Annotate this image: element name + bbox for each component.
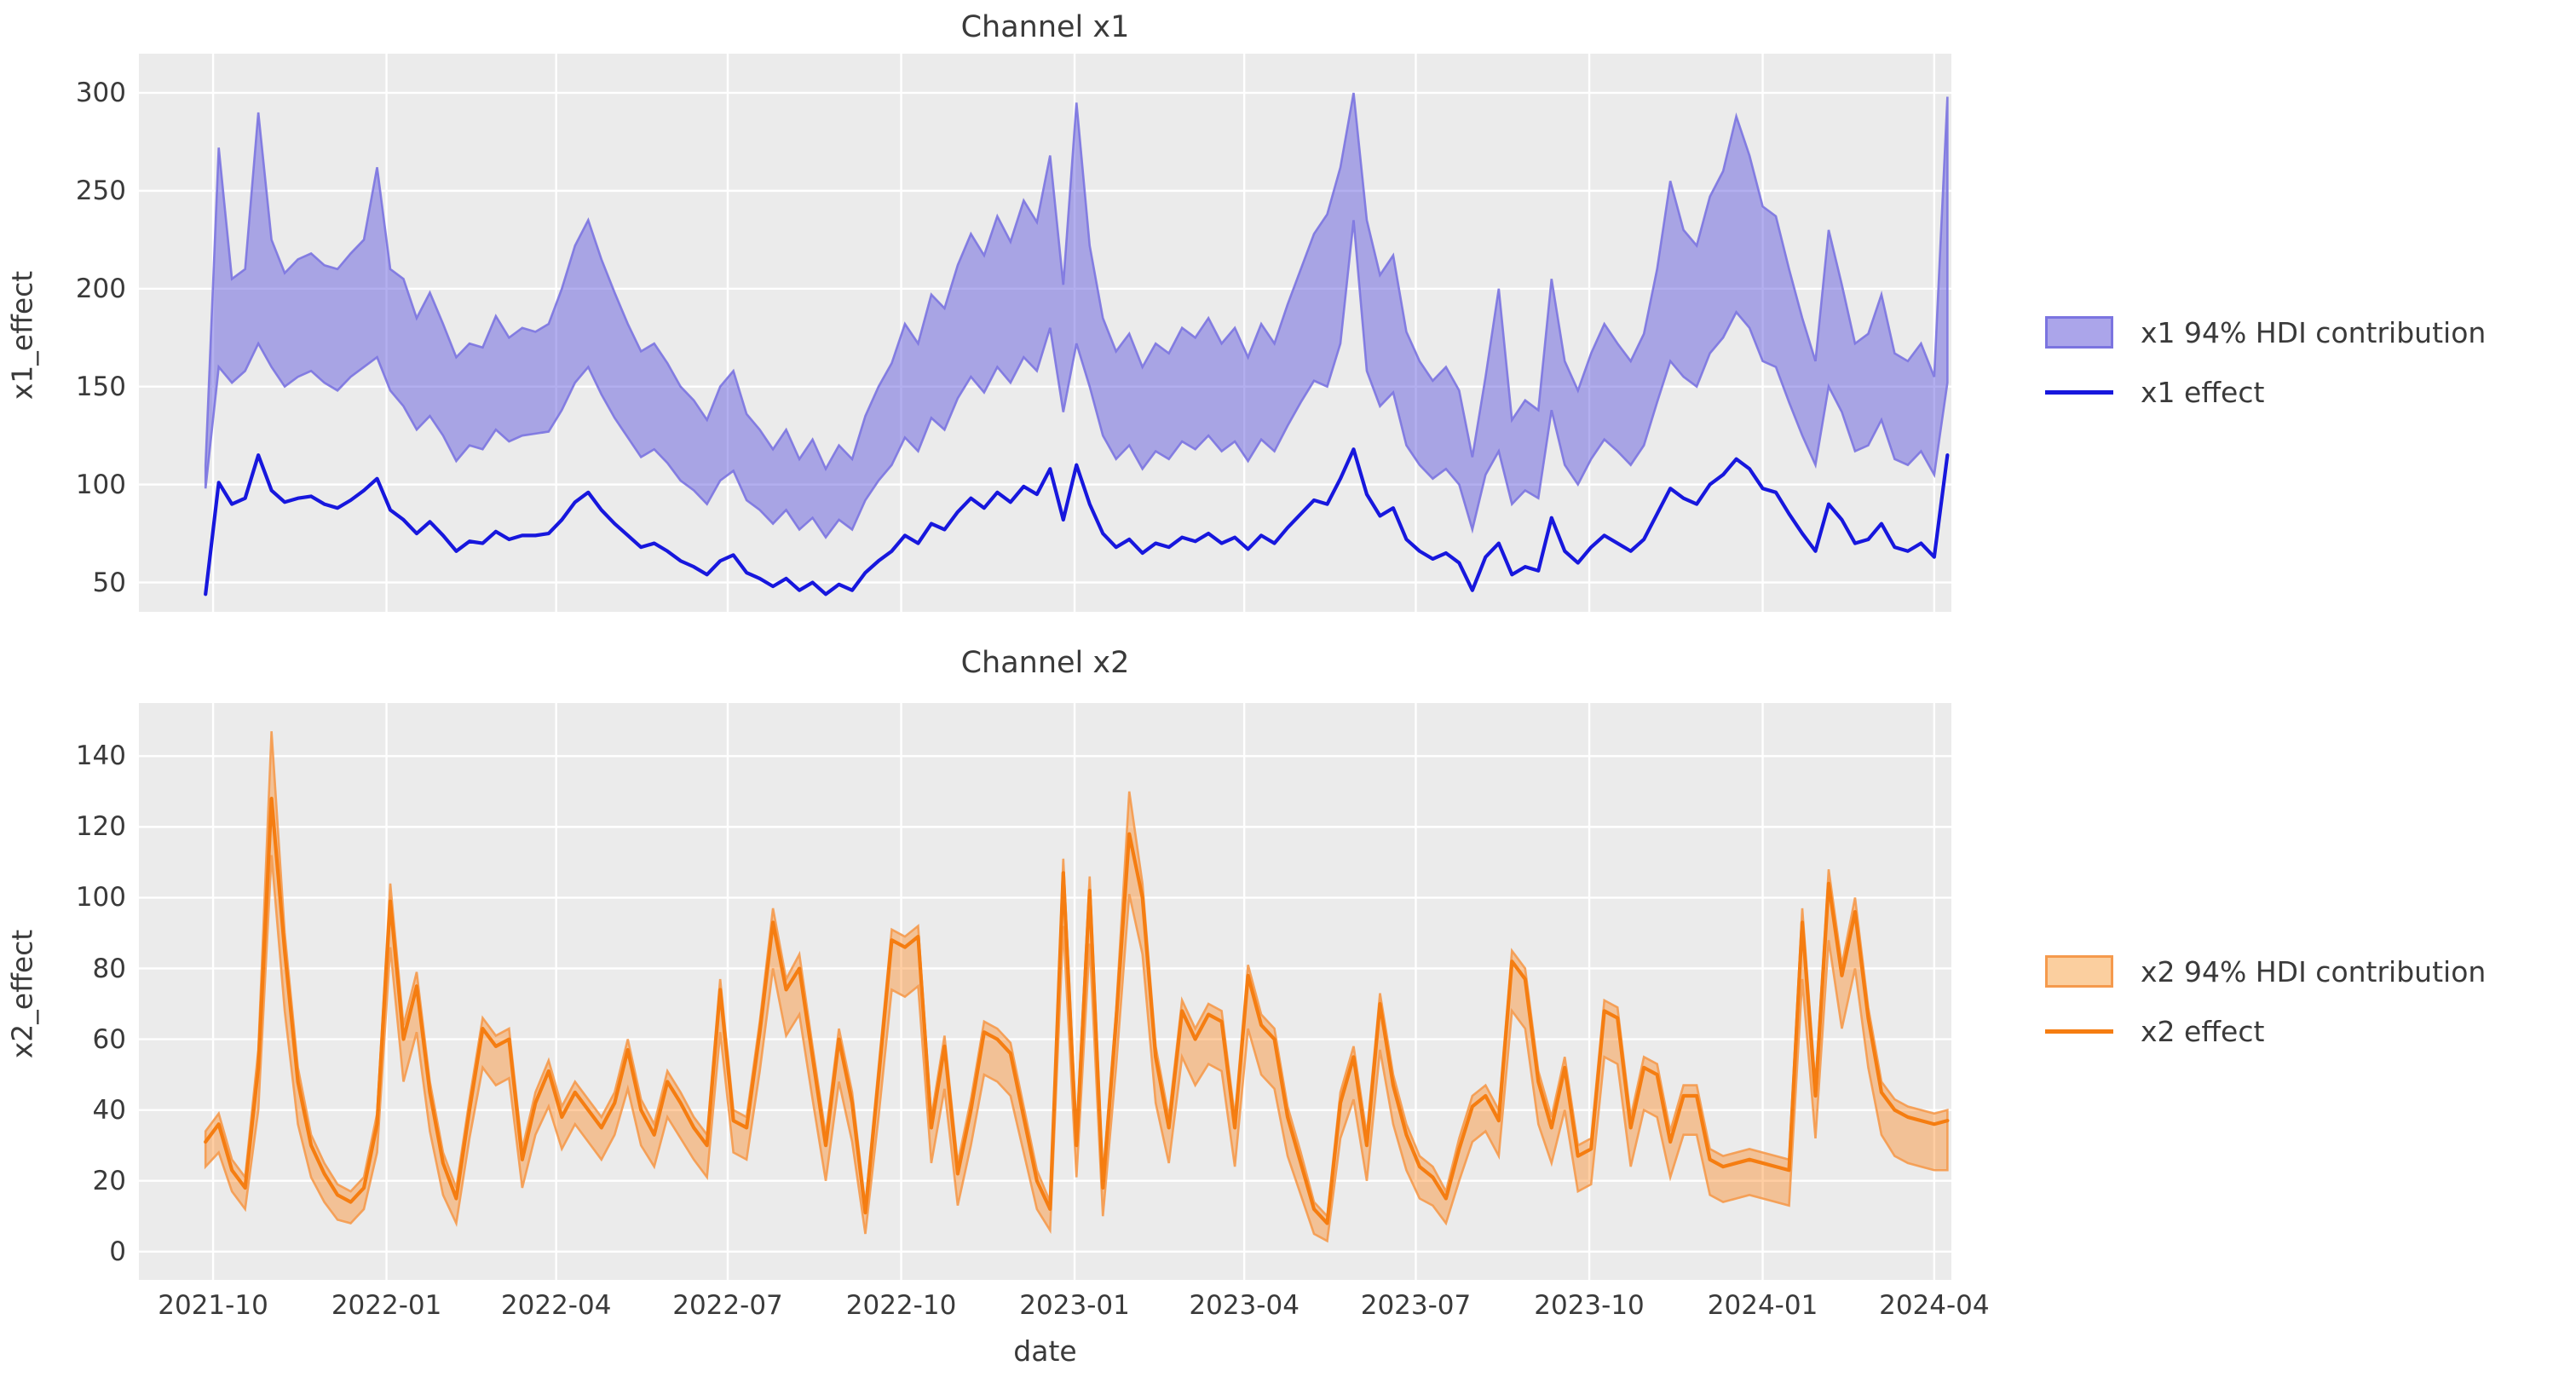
- y-tick-label: 100: [75, 882, 126, 913]
- x-tick-label: 2023-01: [1019, 1290, 1130, 1321]
- x-tick-label: 2023-04: [1189, 1290, 1300, 1321]
- y-tick-label: 200: [75, 273, 126, 304]
- y-tick-label: 250: [75, 175, 126, 206]
- plot-area-x2: [139, 703, 1951, 1280]
- y-tick-label: 100: [75, 469, 126, 500]
- legend-row-x1-line: x1 effect: [2045, 373, 2486, 411]
- y-tick-label: 40: [92, 1094, 126, 1126]
- legend-row-x1-band: x1 94% HDI contribution: [2045, 314, 2486, 351]
- x-tick-label: 2023-07: [1360, 1290, 1472, 1321]
- legend-label-x2-line: x2 effect: [2141, 1014, 2265, 1048]
- y-tick-label: 20: [92, 1165, 126, 1196]
- legend-x2: x2 94% HDI contribution x2 effect: [2045, 953, 2486, 1050]
- y-axis-label-x1: x1_effect: [5, 270, 39, 400]
- x-tick-label: 2024-04: [1879, 1290, 1990, 1321]
- y-tick-label: 60: [92, 1023, 126, 1055]
- x-tick-label: 2022-01: [331, 1290, 442, 1321]
- legend-row-x2-line: x2 effect: [2045, 1012, 2486, 1050]
- x1-hdi-band-swatch: [2045, 316, 2113, 349]
- y-tick-label: 50: [92, 567, 126, 598]
- legend-label-x1-band: x1 94% HDI contribution: [2141, 315, 2487, 349]
- y-tick-label: 120: [75, 811, 126, 843]
- x-tick-label: 2023-10: [1534, 1290, 1645, 1321]
- legend-label-x1-line: x1 effect: [2141, 375, 2265, 409]
- y-tick-label: 80: [92, 953, 126, 984]
- x-tick-label: 2021-10: [158, 1290, 268, 1321]
- x1-effect-line-swatch: [2045, 389, 2113, 395]
- y-tick-label: 300: [75, 77, 126, 108]
- x-tick-label: 2022-10: [845, 1290, 957, 1321]
- x2-hdi-band-swatch: [2045, 955, 2113, 988]
- x2-effect-line-swatch: [2045, 1029, 2113, 1034]
- legend-x1: x1 94% HDI contribution x1 effect: [2045, 314, 2486, 411]
- y-tick-label: 0: [109, 1236, 126, 1267]
- legend-label-x2-band: x2 94% HDI contribution: [2141, 954, 2487, 988]
- chart-title-x1: Channel x1: [960, 10, 1130, 44]
- y-tick-label: 150: [75, 371, 126, 402]
- x-tick-label: 2024-01: [1707, 1290, 1818, 1321]
- x-axis-label: date: [1013, 1334, 1077, 1368]
- plot-area-x1: [139, 54, 1951, 612]
- x-tick-label: 2022-04: [500, 1290, 612, 1321]
- legend-row-x2-band: x2 94% HDI contribution: [2045, 953, 2486, 990]
- x-tick-label: 2022-07: [672, 1290, 783, 1321]
- y-tick-label: 140: [75, 740, 126, 772]
- chart-title-x2: Channel x2: [960, 646, 1130, 680]
